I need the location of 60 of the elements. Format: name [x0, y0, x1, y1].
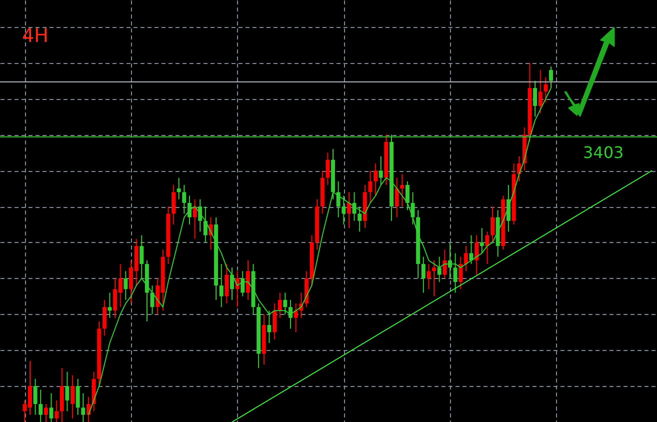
candlestick	[469, 234, 474, 264]
candlestick	[267, 310, 272, 344]
candlestick	[278, 292, 282, 318]
candlestick	[480, 228, 484, 254]
candlestick	[176, 177, 181, 200]
chart-title: 4H	[22, 25, 48, 47]
candlestick	[182, 184, 186, 214]
candlestick	[464, 246, 468, 272]
candlestick	[378, 156, 383, 186]
candlestick	[346, 192, 351, 229]
candlestick	[437, 256, 442, 282]
candlestick	[538, 70, 542, 114]
candlestick	[426, 263, 431, 290]
candlestick	[368, 170, 372, 204]
candlestick	[203, 206, 208, 243]
candlestick	[49, 392, 54, 422]
candlestick	[400, 174, 404, 208]
candlestick	[102, 299, 106, 336]
candlestick	[490, 206, 495, 243]
candlestick	[150, 285, 154, 315]
candlestick	[108, 292, 112, 318]
candlestick	[405, 180, 410, 211]
candlestick	[485, 231, 490, 264]
candlestick	[81, 392, 86, 422]
candlestick	[33, 378, 38, 416]
candlestick	[230, 267, 234, 300]
candlestick	[421, 256, 426, 294]
candlestick	[336, 180, 340, 218]
candlestick	[272, 302, 277, 340]
candlestick	[342, 195, 346, 225]
candlestick	[410, 192, 415, 225]
candlestick	[38, 389, 43, 422]
candlestick	[172, 184, 176, 225]
candlestick	[358, 206, 362, 232]
candlestick	[374, 162, 378, 196]
candlestick	[70, 374, 75, 419]
candlestick	[65, 371, 70, 412]
candlestick	[44, 404, 48, 422]
candlestick	[394, 177, 399, 218]
candlestick	[140, 234, 144, 279]
candlestick	[458, 256, 463, 290]
annotation: 3403	[583, 143, 624, 162]
candlestick	[442, 249, 447, 279]
candlestick	[124, 270, 128, 300]
candlestick	[240, 270, 245, 297]
candlestick	[192, 198, 197, 240]
candlestick	[76, 378, 80, 416]
candlestick	[294, 302, 298, 333]
candlestick	[432, 260, 436, 297]
candlestick	[246, 260, 250, 300]
candlestick	[219, 263, 224, 308]
candlestick	[187, 195, 192, 225]
candlestick	[453, 252, 458, 294]
candlestick	[54, 400, 59, 422]
candlestick	[288, 299, 292, 330]
candlestick	[326, 152, 330, 186]
candlestick	[283, 292, 288, 315]
candlestick	[224, 263, 229, 304]
candlestick	[544, 76, 548, 103]
candlestick	[474, 234, 479, 276]
